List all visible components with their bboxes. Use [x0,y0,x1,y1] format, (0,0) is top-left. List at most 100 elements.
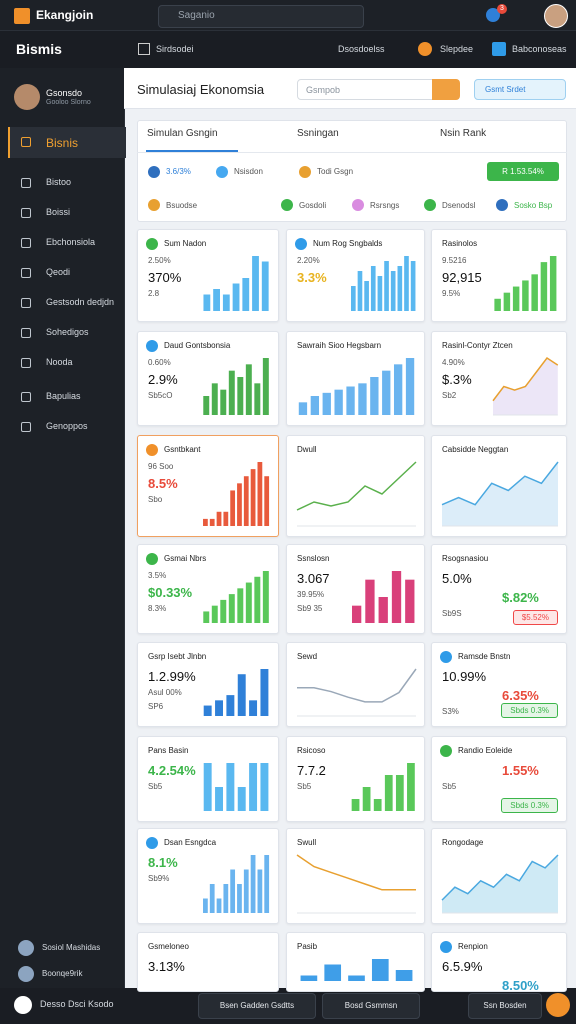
nav-item[interactable]: Dsosdoelss [338,44,385,54]
sidebar-item[interactable]: Gestsodn dedjdn [46,297,115,307]
stat-label: 2.8 [148,289,160,298]
bar [254,576,261,623]
card-title: Rasinolos [442,239,478,248]
bar [250,855,256,913]
back-title[interactable]: Bismis [16,41,62,57]
sidebar-footer-item[interactable]: Sosiol Mashidas [42,943,101,952]
header-button[interactable]: Gsmt Srdet [474,79,566,100]
sidebar-footer-item[interactable]: Boonqe9rik [42,969,83,978]
sidebar-icon [21,208,31,218]
tab[interactable]: Ssningan [297,128,339,139]
stat-accent: 1.55% [502,763,539,778]
bar [370,377,379,415]
sidebar [0,68,125,988]
bar [230,490,235,526]
bar [324,964,342,981]
stat-label: Sb5 [442,782,457,791]
bar [232,283,240,311]
stat-label: 96 Soo [148,462,174,471]
bar [322,392,331,415]
bar [363,281,369,311]
sidebar-item[interactable]: Nooda [46,357,73,367]
divider [137,152,567,153]
card-title: Rongodage [442,838,484,847]
sidebar-item[interactable]: Qeodi [46,267,71,277]
bar [243,476,249,526]
tab[interactable]: Simulan Gsngin [147,128,218,139]
stat-badge[interactable]: Sbds 0.3% [501,798,558,813]
sidebar-item[interactable]: Genoppos [46,421,88,431]
mini-chart [202,462,269,526]
bottom-button[interactable]: Bsen Gadden Gsdtts [198,993,316,1019]
bar [350,286,356,311]
bottom-button[interactable]: Bosd Gsmmsn [322,993,420,1019]
card: Num Rog Sngbalds 2.20% 3.3% [286,229,425,322]
sidebar-item[interactable]: Bisnis [46,136,79,150]
bar [220,599,227,623]
bar [390,271,396,311]
stat-badge[interactable]: $5.52% [512,610,558,625]
card-icon [440,745,452,757]
sidebar-item[interactable]: Sohedigos [46,327,89,337]
area [442,855,558,913]
bar [395,970,413,981]
action-button[interactable]: R 1.53.54% [487,162,559,181]
bar [393,364,403,415]
search-box[interactable] [158,5,364,28]
card-title: Daud Gontsbonsia [164,341,231,350]
card: Pasib [286,932,425,992]
profile-name: Gsonsdo [46,88,83,98]
stat-value: $.3% [442,372,472,387]
sidebar-item[interactable]: Bistoo [46,177,72,187]
nav-item[interactable]: Babconoseas [512,44,567,54]
mini-chart [441,854,559,914]
bar [261,261,269,311]
bar [262,358,269,415]
bar [209,884,215,913]
bar [230,869,235,913]
mini-chart [203,763,269,811]
bar [403,256,409,311]
bar [214,700,223,716]
stat-accent: 8.5% [148,476,178,491]
card: Gsrp Isebt Jlnbn 1.2.99% Asul 00% SP6 [137,642,279,727]
search-placeholder[interactable]: Saganio [178,10,215,21]
nav-item[interactable]: Slepdee [440,44,474,54]
mini-chart [296,461,417,527]
bar [334,389,343,415]
line [441,461,559,506]
bar [220,389,227,415]
bar [550,256,557,311]
bar [397,266,402,311]
fab[interactable] [546,993,570,1017]
header-search-btn[interactable] [432,79,460,100]
card-icon [146,553,158,565]
bar [237,674,246,716]
mini-chart [351,571,415,623]
bar [226,763,235,811]
stat-label: Sb9% [148,874,170,883]
bar [248,763,257,811]
sidebar-item[interactable]: Ebchonsiola [46,237,96,247]
stat-badge[interactable]: Sbds 0.3% [501,703,558,718]
stat-value: 1.2.99% [148,669,196,684]
bar [202,518,208,526]
avatar[interactable] [544,4,568,28]
active-item [8,127,126,158]
bar [373,799,382,811]
notification-icon[interactable] [486,8,500,22]
bar [370,266,376,311]
nav-item[interactable]: Sirdsodei [156,44,194,54]
sidebar-item[interactable]: Bapulias [46,391,81,401]
bar [410,261,416,311]
bar [260,669,269,716]
bottom-button[interactable]: Ssn Bosden [468,993,542,1019]
card-title: Rsogsnasiou [442,554,489,563]
sidebar-item[interactable]: Boissi [46,207,71,217]
tab[interactable]: Nsin Rank [440,128,487,139]
card-icon [146,837,158,849]
card-title: Cabsidde Neggtan [442,445,509,454]
stat-label: 3.5% [148,571,167,580]
bar [298,402,308,415]
bar [216,511,222,526]
